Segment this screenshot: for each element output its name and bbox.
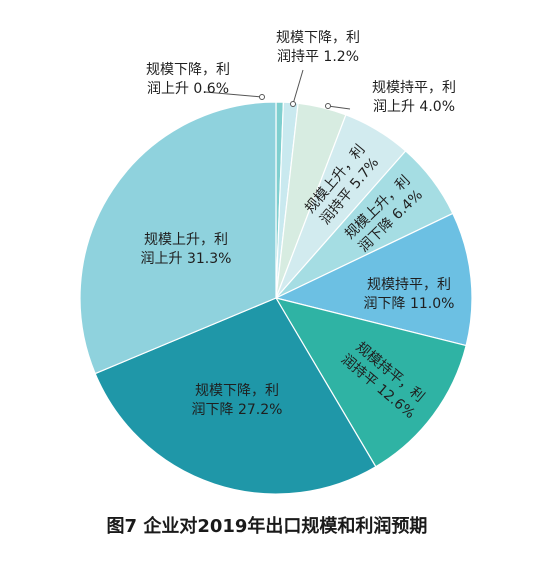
pie-slice — [274, 212, 473, 347]
pie-slice — [79, 101, 277, 375]
slice-label: 规模持平，利润上升 4.0% — [372, 80, 456, 115]
pie-slice — [274, 297, 467, 468]
slice-label: 规模下降，利润下降 27.2% — [192, 383, 283, 418]
slice-label: 规模下降，利润持平 1.2% — [276, 30, 360, 65]
leader-line — [292, 69, 304, 105]
leader-dot — [325, 103, 331, 109]
pie-chart: 规模下降，利润上升 0.6% 规模下降，利润持平 1.2% 规模持平，利润上升 4.… — [79, 30, 473, 495]
pie-slice — [94, 297, 377, 495]
slice-label: 规模下降，利润上升 0.6% — [146, 62, 230, 97]
leader-line — [204, 91, 263, 98]
slice-label: 规模持平，利润下降 11.0% — [364, 277, 455, 312]
leader-line — [327, 105, 351, 110]
leader-dot — [290, 101, 296, 107]
slice-label: 规模上升，利润上升 31.3% — [141, 232, 232, 267]
leader-dot — [259, 94, 265, 100]
chart-title: 图7 企业对2019年出口规模和利润预期 — [106, 516, 428, 537]
